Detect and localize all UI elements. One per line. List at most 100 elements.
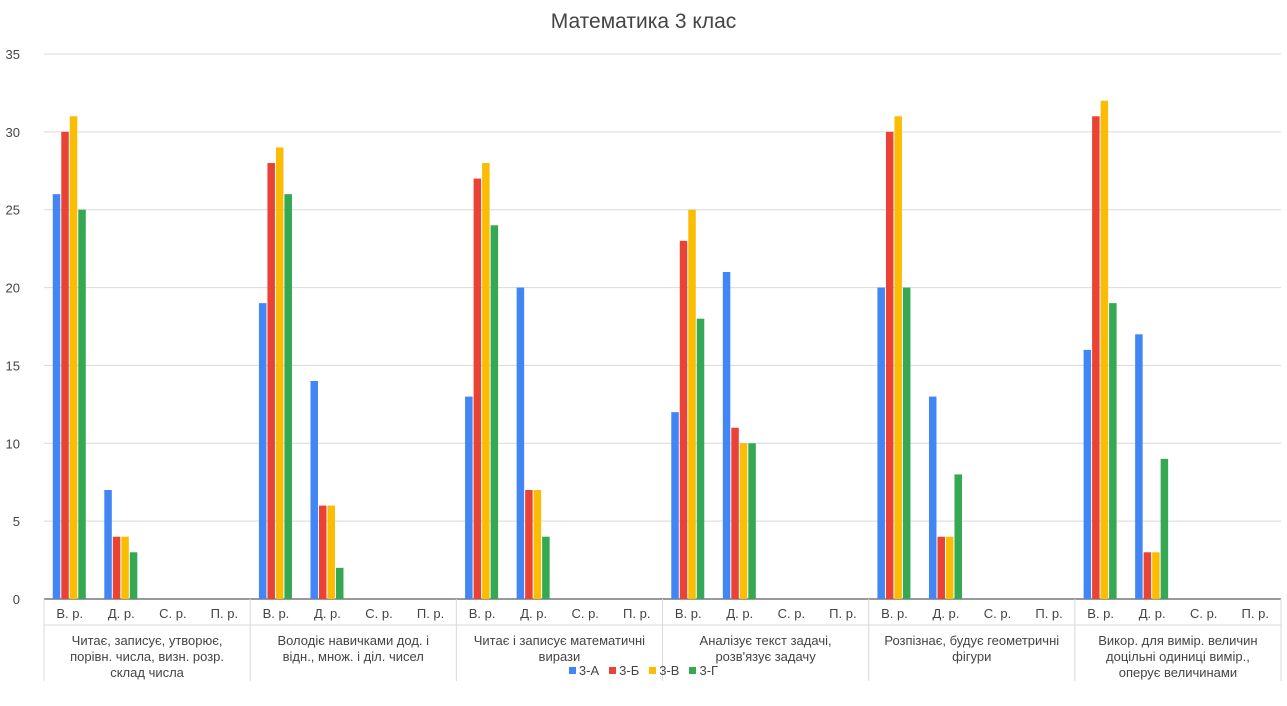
x-subcategory-label: С. р. <box>365 606 392 621</box>
bar <box>1152 552 1160 599</box>
x-subcategory-label: Д. р. <box>108 606 135 621</box>
legend-label-3g: 3-Г <box>699 663 719 678</box>
x-group-label: Читає і записує математичні вирази <box>474 633 645 664</box>
x-subcategory-label: П. р. <box>211 606 238 621</box>
y-tick-label: 0 <box>13 592 20 607</box>
bar <box>482 163 490 599</box>
bar <box>954 474 962 599</box>
bar <box>1092 116 1100 600</box>
x-group-label: Читає, записує, утворює, порівн. числа, в… <box>70 633 224 680</box>
legend-swatch-3b <box>609 667 617 674</box>
y-tick-label: 5 <box>13 514 20 529</box>
y-tick-label: 15 <box>6 358 20 373</box>
x-subcategory-label: С. р. <box>159 606 186 621</box>
y-tick-label: 30 <box>6 125 20 140</box>
bar <box>671 412 679 599</box>
bar <box>258 303 267 599</box>
bar <box>945 536 954 599</box>
bar <box>69 116 78 600</box>
bar <box>894 116 902 600</box>
bar <box>902 287 911 599</box>
bar <box>533 490 542 599</box>
bar <box>310 381 318 599</box>
bar <box>318 505 327 599</box>
x-group-label-line: Розпізнає, будує геометричні <box>884 633 1059 648</box>
x-group-label-line: Читає і записує математичні <box>474 633 645 648</box>
x-group-label-line: Викор. для вимір. величин <box>1098 633 1257 648</box>
bar <box>525 490 533 599</box>
x-subcategory-label: П. р. <box>623 606 650 621</box>
chart-title: Математика 3 клас <box>550 10 737 33</box>
legend-swatch-3a <box>568 667 576 674</box>
bar <box>731 427 739 599</box>
bar <box>739 443 748 599</box>
bar <box>688 209 696 599</box>
bar <box>121 536 129 599</box>
bar <box>490 225 499 600</box>
x-subcategory-label: В. р. <box>881 606 908 621</box>
x-group-label: Викор. для вимір. величин доцільні одиниц… <box>1098 633 1257 680</box>
x-subcategory-label: П. р. <box>1242 606 1269 621</box>
bar <box>52 194 61 599</box>
legend-label-3v: 3-В <box>659 663 680 678</box>
x-group-label-line: вирази <box>539 649 581 664</box>
bar <box>1160 458 1169 599</box>
x-subcategory-label: Д. р. <box>520 606 547 621</box>
y-tick-label: 10 <box>6 436 20 451</box>
x-group-label-line: розв'язує задачу <box>715 649 816 664</box>
y-tick-label: 35 <box>6 47 20 62</box>
bar <box>748 443 756 599</box>
x-subcategory-label: Д. р. <box>726 606 753 621</box>
bar <box>465 396 473 599</box>
bar <box>104 490 112 599</box>
legend-swatch-3g <box>689 667 697 674</box>
bar <box>129 552 138 599</box>
x-group-label-line: склад числа <box>110 665 184 680</box>
bar <box>722 272 731 599</box>
x-group-label: Розпізнає, будує геометричні фігури <box>884 633 1059 664</box>
bar <box>928 396 937 599</box>
bar <box>275 147 284 599</box>
bar <box>78 209 86 599</box>
x-subcategory-label: В. р. <box>263 606 290 621</box>
bar <box>877 287 885 599</box>
y-tick-label: 25 <box>6 203 20 218</box>
x-subcategory-label: С. р. <box>1190 606 1217 621</box>
x-subcategory-label: В. р. <box>1087 606 1114 621</box>
x-group-label-line: Читає, записує, утворює, <box>72 633 223 648</box>
legend-item-3v[interactable]: 3-В <box>649 663 679 678</box>
y-tick-label: 20 <box>6 281 20 296</box>
legend-label-3a: 3-А <box>578 663 600 678</box>
x-subcategory-label: П. р. <box>829 606 856 621</box>
x-subcategory-label: Д. р. <box>1139 606 1166 621</box>
x-subcategory-label: В. р. <box>469 606 496 621</box>
bar <box>473 178 482 600</box>
bar <box>1135 334 1143 599</box>
bar <box>1109 303 1117 599</box>
x-subcategory-label: Д. р. <box>933 606 960 621</box>
bar <box>335 567 344 599</box>
x-group-label-line: Володіє навичками дод. і <box>277 633 429 648</box>
legend-item-3b[interactable]: 3-Б <box>609 663 639 678</box>
x-subcategory-label: П. р. <box>417 606 444 621</box>
bar <box>679 240 688 599</box>
x-group-label-line: Аналізує текст задачі, <box>700 633 832 648</box>
bar <box>1083 349 1092 599</box>
legend: 3-А 3-Б 3-В 3-Г <box>0 663 1287 678</box>
x-subcategory-label: П. р. <box>1035 606 1062 621</box>
x-subcategory-label: В. р. <box>675 606 702 621</box>
x-group-label-line: фігури <box>952 649 991 664</box>
x-group-label-line: оперує величинами <box>1119 665 1237 680</box>
x-subcategory-label: С. р. <box>984 606 1011 621</box>
x-subcategory-label: С. р. <box>778 606 805 621</box>
bar <box>112 536 121 599</box>
bar <box>267 163 275 599</box>
x-group-label-line: відн., множ. і діл. чисел <box>283 649 424 664</box>
legend-item-3a[interactable]: 3-А <box>568 663 600 678</box>
bar <box>284 194 292 599</box>
legend-item-3g[interactable]: 3-Г <box>689 663 718 678</box>
bar <box>327 505 335 599</box>
bar <box>1143 552 1152 599</box>
legend-swatch-3v <box>649 667 657 674</box>
x-subcategory-label: Д. р. <box>314 606 341 621</box>
